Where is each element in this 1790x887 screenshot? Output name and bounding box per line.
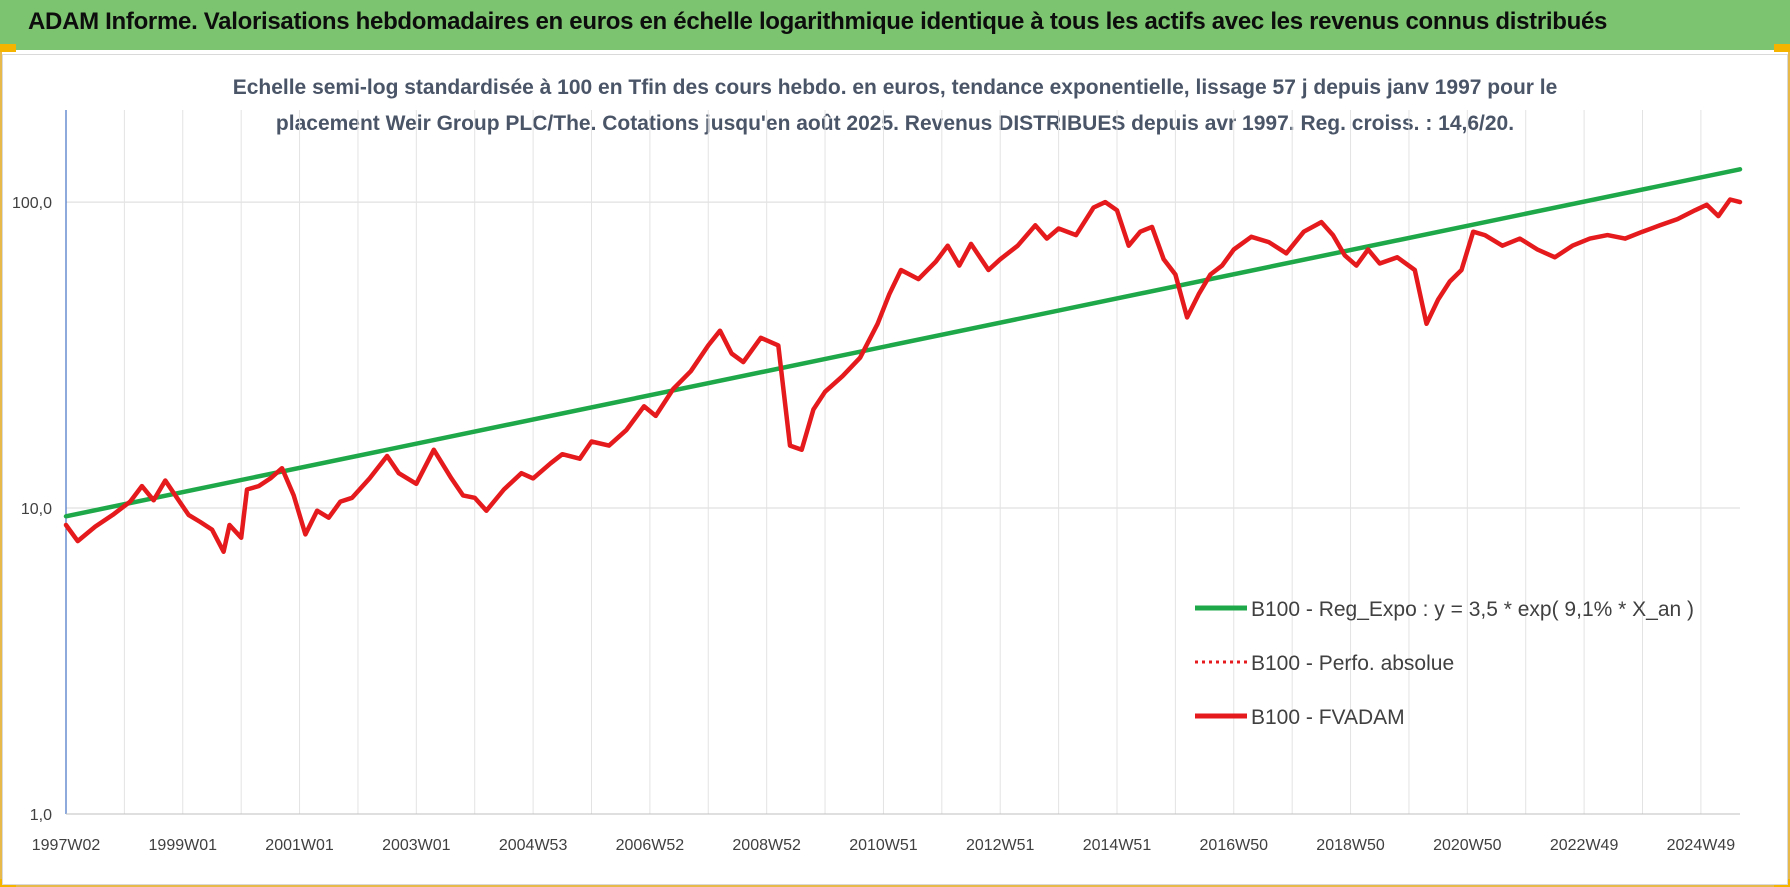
legend-label-0: B100 - Reg_Expo : y = 3,5 * exp( 9,1% * … [1251,598,1694,621]
x-tick-label: 1997W02 [32,837,101,854]
chart-subtitle-line-1: Echelle semi-log standardisée à 100 en T… [232,76,1558,99]
y-tick-label: 10,0 [21,501,52,518]
series-line-2 [63,197,1743,554]
legend-label-2: B100 - FVADAM [1251,706,1405,729]
y-tick-label: 100,0 [12,195,52,212]
x-tick-label: 2001W01 [265,837,334,854]
x-tick-label: 2004W53 [499,837,568,854]
legend: B100 - Reg_Expo : y = 3,5 * exp( 9,1% * … [1195,598,1694,729]
series-line-0 [63,167,1743,519]
x-tick-label: 2010W51 [849,837,918,854]
x-tick-label: 2006W52 [616,837,685,854]
page-title: ADAM Informe. Valorisations hebdomadaire… [28,8,1608,35]
x-tick-label: 2018W50 [1316,837,1385,854]
x-tick-label: 2022W49 [1550,837,1619,854]
chart-subtitle-line-2: placement Weir Group PLC/The. Cotations … [275,112,1515,135]
y-tick-label: 1,0 [30,807,52,824]
series-group [63,167,1743,554]
x-tick-label: 2024W49 [1667,837,1736,854]
x-tick-label: 2016W50 [1200,837,1269,854]
corner-marker [0,44,16,52]
x-tick-label: 2014W51 [1083,837,1152,854]
x-tick-label: 1999W01 [149,837,218,854]
legend-label-1: B100 - Perfo. absolue [1251,652,1454,675]
x-tick-label: 2012W51 [966,837,1035,854]
x-tick-label: 2003W01 [382,837,451,854]
x-tick-label: 2008W52 [732,837,801,854]
header-banner: ADAM Informe. Valorisations hebdomadaire… [0,0,1790,50]
x-tick-label: 2020W50 [1433,837,1502,854]
corner-marker [1774,44,1790,52]
axes: 1,0 10,0 100,0 1997W02 1999W01 2001W01 2003W01… [12,110,1740,854]
